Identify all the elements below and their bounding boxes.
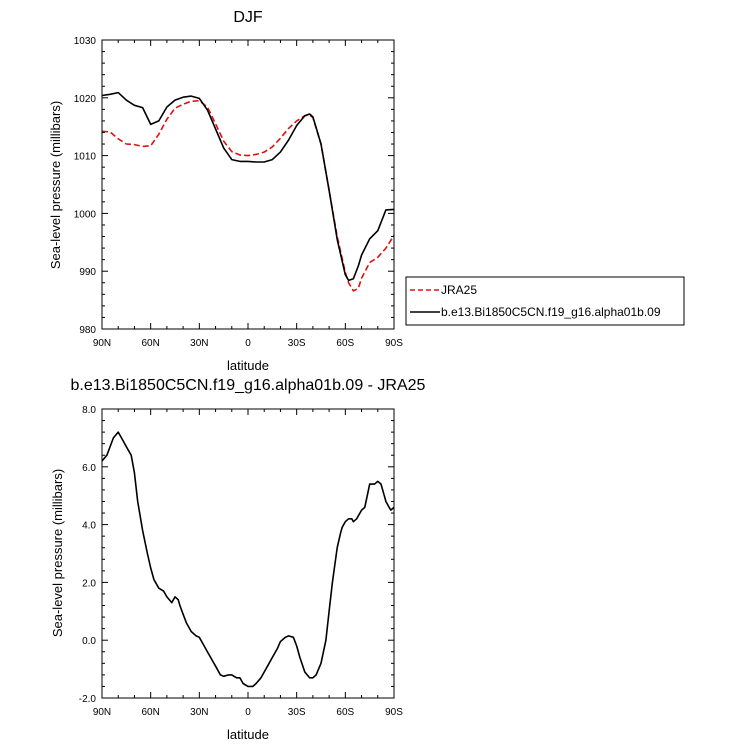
y-tick-label: -2.0 — [79, 694, 97, 705]
x-tick-labels: 90N 60N 30N 0 30S 60S 90S — [93, 707, 403, 718]
x-tick-label: 90N — [93, 707, 111, 718]
y-axis-label: Sea-level pressure (millibars) — [50, 469, 65, 637]
x-tick-label: 60N — [141, 338, 159, 349]
y-tick-label: 4.0 — [82, 521, 96, 532]
x-tick-label: 30N — [190, 338, 208, 349]
legend-label-model: b.e13.Bi1850C5CN.f19_g16.alpha01b.09 — [441, 305, 661, 319]
x-tick-label: 30S — [288, 338, 306, 349]
x-tick-label: 90S — [385, 707, 403, 718]
x-tick-label: 30N — [190, 707, 208, 718]
legend-box — [405, 276, 685, 326]
series-line-a — [101, 431, 395, 688]
chart-bottom: b.e13.Bi1850C5CN.f19_g16.alpha01b.09 - J… — [50, 377, 426, 742]
chart-title: b.e13.Bi1850C5CN.f19_g16.alpha01b.09 - J… — [71, 377, 426, 394]
chart-top: DJF Sea-level pressure (millibars) latit… — [48, 9, 685, 373]
x-tick-label: 90S — [385, 338, 403, 349]
series-lines — [101, 431, 395, 688]
x-tick-labels: 90N 60N 30N 0 30S 60S 90S — [93, 338, 403, 349]
x-tick-label: 30S — [288, 707, 306, 718]
x-tick-label: 60N — [141, 707, 159, 718]
x-axis-label: latitude — [227, 727, 269, 742]
y-tick-label: 8.0 — [82, 405, 96, 416]
legend-label-jra25: JRA25 — [441, 283, 477, 297]
y-tick-label: 2.0 — [82, 578, 96, 589]
y-tick-label: 6.0 — [82, 463, 96, 474]
y-tick-labels: 980 990 1000 1010 1020 1030 — [74, 36, 97, 336]
plot-frame — [101, 39, 395, 330]
chart-title: DJF — [233, 9, 263, 26]
legend: JRA25 b.e13.Bi1850C5CN.f19_g16.alpha01b.… — [405, 276, 685, 326]
tick-marks — [101, 408, 395, 699]
y-tick-labels: -2.0 0.0 2.0 4.0 6.0 8.0 — [79, 405, 97, 705]
y-axis-label: Sea-level pressure (millibars) — [48, 101, 63, 269]
y-tick-label: 1030 — [74, 36, 97, 47]
series-lines — [101, 91, 395, 292]
x-tick-label: 90N — [93, 338, 111, 349]
series-line-a — [101, 99, 395, 292]
y-tick-label: 1000 — [74, 209, 97, 220]
x-tick-label: 60S — [336, 707, 354, 718]
y-tick-label: 990 — [79, 267, 96, 278]
y-tick-label: 0.0 — [82, 636, 96, 647]
y-tick-label: 980 — [79, 325, 96, 336]
x-tick-label: 60S — [336, 338, 354, 349]
x-tick-label: 0 — [245, 338, 251, 349]
y-tick-label: 1020 — [74, 94, 97, 105]
plot-frame — [101, 408, 395, 699]
x-tick-label: 0 — [245, 707, 251, 718]
y-tick-label: 1010 — [74, 152, 97, 163]
x-axis-label: latitude — [227, 358, 269, 373]
series-line-b — [101, 91, 395, 282]
